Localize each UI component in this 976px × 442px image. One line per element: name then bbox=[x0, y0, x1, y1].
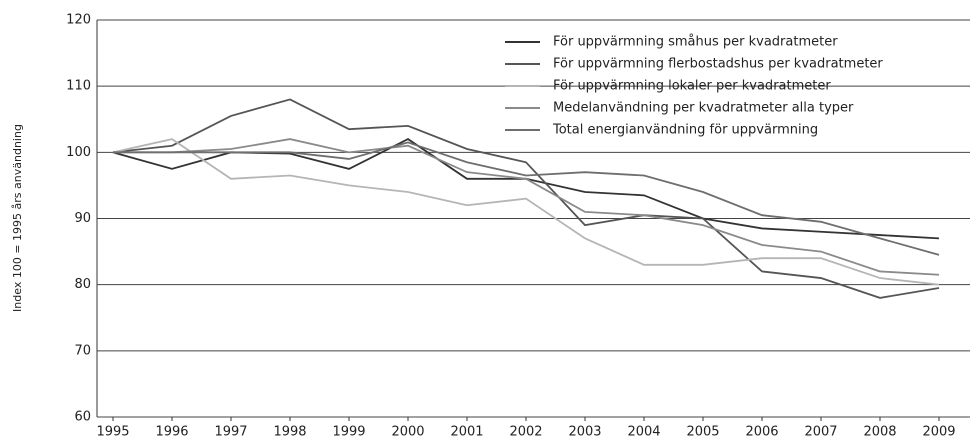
x-tick-label: 2000 bbox=[391, 425, 424, 440]
series-line bbox=[113, 141, 940, 256]
y-tick-label: 120 bbox=[66, 13, 91, 28]
legend-label: Medelanvändning per kvadratmeter alla ty… bbox=[553, 101, 854, 116]
x-tick-label: 2004 bbox=[627, 425, 660, 440]
series-line bbox=[112, 98, 940, 299]
x-tick-label: 2008 bbox=[863, 425, 896, 440]
series-line bbox=[113, 138, 940, 276]
x-tick-label: 2007 bbox=[804, 425, 837, 440]
y-axis-label: Index 100 = 1995 års användning bbox=[11, 124, 24, 312]
x-tick-label: 2006 bbox=[745, 425, 778, 440]
y-tick-label: 100 bbox=[66, 145, 91, 160]
series-line bbox=[112, 138, 940, 240]
y-tick-label: 90 bbox=[74, 211, 91, 226]
legend-label: För uppvärmning småhus per kvadratmeter bbox=[553, 35, 838, 50]
x-tick-label: 2009 bbox=[922, 425, 955, 440]
x-tick-label: 1997 bbox=[214, 425, 247, 440]
y-tick-label: 60 bbox=[74, 410, 91, 425]
x-tick-label: 2005 bbox=[686, 425, 719, 440]
x-tick-label: 1999 bbox=[332, 425, 365, 440]
legend-label: För uppvärmning lokaler per kvadratmeter bbox=[553, 79, 831, 94]
y-tick-label: 80 bbox=[74, 277, 91, 292]
y-tick-label: 70 bbox=[74, 343, 91, 358]
series-line bbox=[112, 138, 940, 286]
x-tick-label: 1995 bbox=[96, 425, 129, 440]
x-tick-label: 2001 bbox=[450, 425, 483, 440]
x-tick-label: 2002 bbox=[509, 425, 542, 440]
y-tick-label: 110 bbox=[66, 79, 91, 94]
x-tick-label: 1996 bbox=[155, 425, 188, 440]
legend-label: Total energianvändning för uppvärmning bbox=[552, 123, 818, 138]
x-tick-label: 1998 bbox=[273, 425, 306, 440]
legend-label: För uppvärmning flerbostadshus per kvadr… bbox=[553, 57, 883, 72]
x-tick-label: 2003 bbox=[568, 425, 601, 440]
